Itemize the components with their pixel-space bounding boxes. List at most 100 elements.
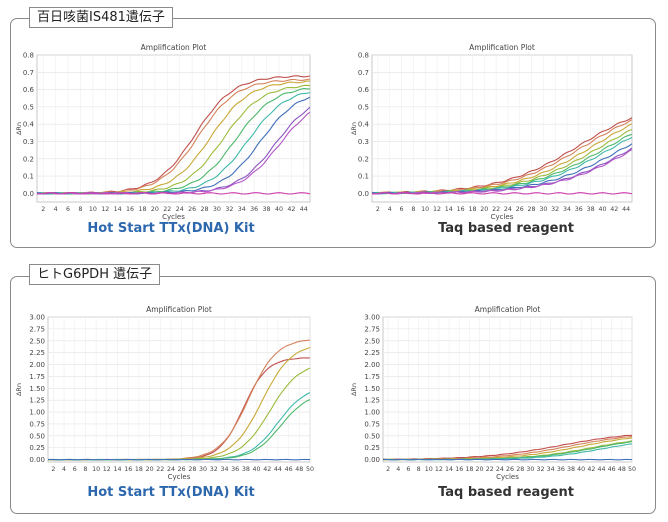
- x-tick-label: 28: [188, 466, 196, 473]
- y-tick-label: 1.00: [364, 409, 380, 417]
- caption-g6pdh-taq: Taq based reagent: [438, 485, 574, 500]
- y-tick-label: 0.7: [358, 69, 369, 77]
- x-tick-label: 10: [92, 466, 100, 473]
- y-tick-label: 0.1: [358, 173, 369, 181]
- x-tick-label: 26: [516, 206, 524, 213]
- x-tick-label: 40: [253, 466, 261, 473]
- x-tick-label: 22: [486, 466, 494, 473]
- y-axis-label: ΔRn: [350, 122, 358, 135]
- y-tick-label: 0.3: [23, 138, 34, 146]
- x-tick-label: 34: [563, 206, 571, 213]
- x-tick-label: 38: [567, 466, 575, 473]
- section-title-g6pdh: ヒトG6PDH 遺伝子: [29, 264, 161, 285]
- x-tick-label: 16: [124, 466, 132, 473]
- y-tick-label: 2.50: [29, 337, 45, 345]
- x-tick-label: 4: [62, 466, 66, 473]
- x-tick-label: 28: [516, 466, 524, 473]
- x-tick-label: 26: [188, 206, 196, 213]
- x-tick-label: 8: [78, 206, 82, 213]
- x-tick-label: 22: [492, 206, 500, 213]
- y-tick-label: 1.00: [29, 409, 45, 417]
- y-tick-label: 2.50: [364, 337, 380, 345]
- x-tick-label: 22: [163, 206, 171, 213]
- x-tick-label: 26: [506, 466, 514, 473]
- x-tick-label: 50: [306, 466, 314, 473]
- x-tick-label: 42: [263, 466, 271, 473]
- x-tick-label: 34: [220, 466, 228, 473]
- y-axis-label: ΔRn: [350, 383, 358, 396]
- y-tick-label: 0.6: [23, 86, 35, 94]
- x-tick-label: 32: [537, 466, 545, 473]
- x-axis-label: Cycles: [162, 213, 185, 221]
- x-tick-label: 32: [225, 206, 233, 213]
- y-tick-label: 1.25: [29, 397, 45, 405]
- x-tick-label: 26: [178, 466, 186, 473]
- x-tick-label: 30: [199, 466, 207, 473]
- y-tick-label: 0.0: [23, 190, 34, 198]
- x-tick-label: 16: [126, 206, 134, 213]
- y-tick-label: 0.8: [358, 52, 369, 60]
- y-tick-label: 1.50: [364, 385, 380, 393]
- y-tick-label: 0.0: [358, 190, 369, 198]
- y-tick-label: 0.7: [23, 69, 34, 77]
- x-tick-label: 18: [135, 466, 143, 473]
- x-tick-label: 18: [465, 466, 473, 473]
- x-tick-label: 24: [176, 206, 184, 213]
- amplification-chart-is481-hotstart: Amplification Plot 0.0 0.1 0.2 0.3 0.4 0.5 0.6 0…: [15, 43, 311, 221]
- x-tick-label: 30: [213, 206, 221, 213]
- y-tick-label: 2.75: [364, 325, 380, 333]
- y-tick-label: 1.50: [29, 385, 45, 393]
- caption-is481-taq: Taq based reagent: [438, 221, 574, 236]
- x-tick-label: 28: [528, 206, 536, 213]
- y-tick-label: 2.00: [29, 361, 45, 369]
- x-tick-label: 8: [83, 466, 87, 473]
- plot-area: [47, 316, 311, 463]
- y-tick-label: 0.75: [29, 420, 45, 428]
- y-tick-label: 0.4: [23, 121, 35, 129]
- y-tick-label: 2.25: [29, 349, 45, 357]
- x-tick-label: 22: [156, 466, 164, 473]
- y-tick-label: 0.2: [358, 155, 369, 163]
- x-tick-label: 36: [231, 466, 239, 473]
- series-line: [36, 111, 311, 195]
- x-tick-label: 32: [551, 206, 559, 213]
- y-tick-label: 2.25: [364, 349, 380, 357]
- y-tick-label: 0.6: [358, 86, 370, 94]
- x-tick-label: 20: [146, 466, 154, 473]
- x-tick-label: 42: [587, 466, 595, 473]
- x-tick-label: 4: [54, 206, 58, 213]
- x-tick-label: 32: [210, 466, 218, 473]
- x-tick-label: 16: [457, 206, 465, 213]
- x-tick-label: 18: [138, 206, 146, 213]
- y-tick-label: 3.00: [29, 314, 45, 322]
- x-tick-label: 36: [250, 206, 258, 213]
- y-tick-label: 0.25: [364, 444, 380, 452]
- y-tick-label: 0.25: [29, 444, 45, 452]
- x-tick-label: 28: [201, 206, 209, 213]
- y-tick-label: 2.00: [364, 361, 380, 369]
- chart-title: Amplification Plot: [475, 305, 541, 314]
- series-line: [371, 192, 633, 195]
- x-tick-label: 38: [263, 206, 271, 213]
- x-tick-label: 40: [598, 206, 606, 213]
- plot-area: [36, 54, 311, 203]
- x-tick-label: 46: [608, 466, 616, 473]
- x-tick-label: 42: [610, 206, 618, 213]
- amplification-chart-g6pdh-taq: Amplification Plot 0.00 0.25 0.50 0.75 1.00 1.…: [350, 305, 636, 481]
- x-axis-label: Cycles: [168, 473, 191, 481]
- x-tick-label: 14: [445, 206, 453, 213]
- x-tick-label: 10: [421, 206, 429, 213]
- x-tick-label: 40: [577, 466, 585, 473]
- x-tick-label: 14: [114, 206, 122, 213]
- amplification-chart-is481-taq: Amplification Plot 0.0 0.1 0.2 0.3 0.4 0.5 0.6 0…: [350, 43, 633, 221]
- y-axis-label: ΔRn: [15, 122, 23, 135]
- x-tick-label: 6: [400, 206, 404, 213]
- x-tick-label: 48: [618, 466, 626, 473]
- x-tick-label: 16: [455, 466, 463, 473]
- y-tick-label: 0.50: [364, 432, 380, 440]
- x-tick-label: 50: [628, 466, 636, 473]
- x-tick-label: 6: [73, 466, 77, 473]
- x-tick-label: 18: [468, 206, 476, 213]
- x-tick-label: 4: [396, 466, 400, 473]
- x-tick-label: 12: [433, 206, 441, 213]
